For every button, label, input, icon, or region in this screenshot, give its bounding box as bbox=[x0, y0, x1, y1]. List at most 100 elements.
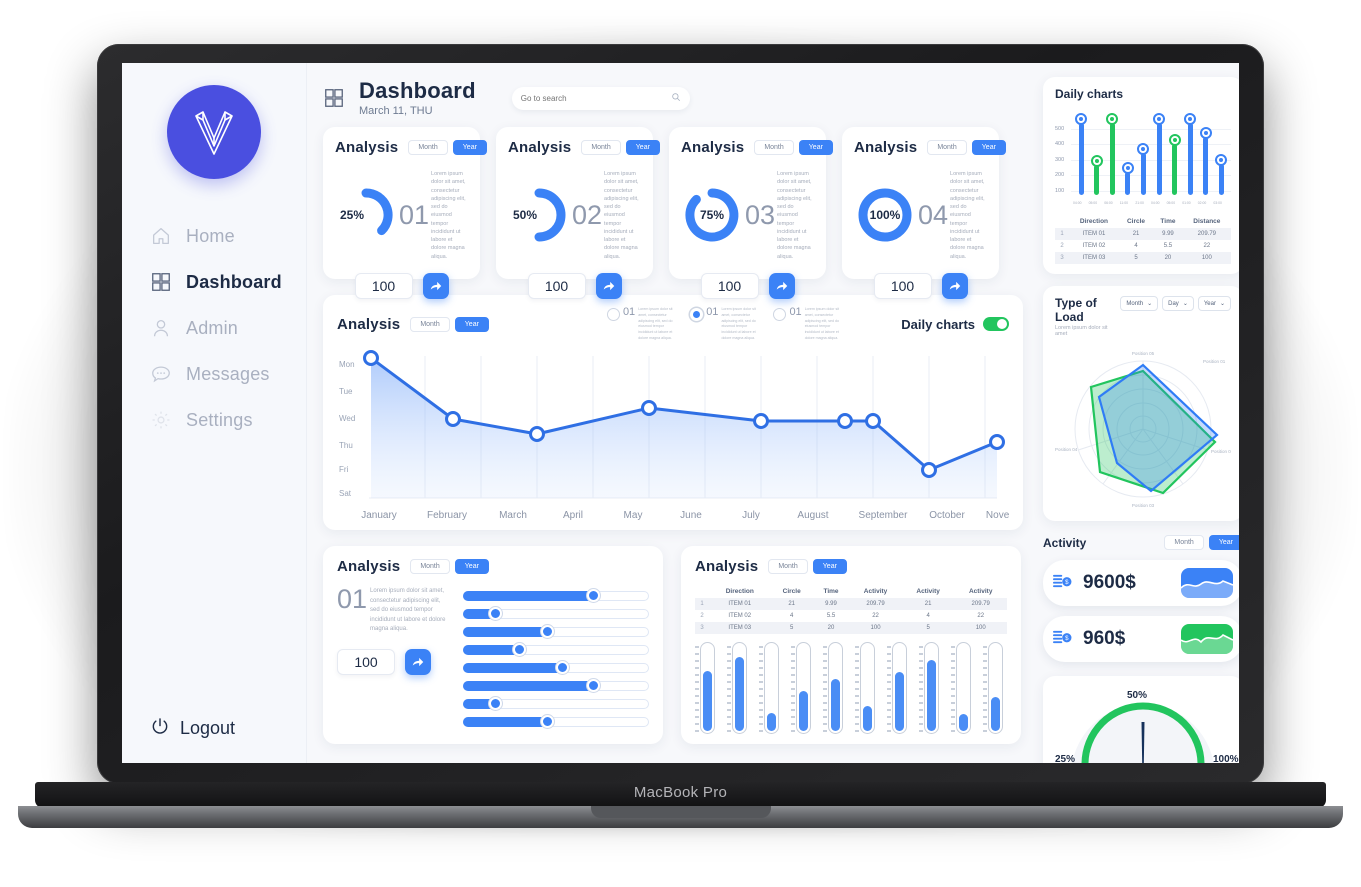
segment-month[interactable]: Month bbox=[768, 559, 808, 574]
sidebar-item-settings[interactable]: Settings bbox=[122, 397, 306, 443]
toggle-switch[interactable] bbox=[983, 317, 1009, 332]
slider[interactable] bbox=[463, 661, 649, 674]
slider-knob[interactable] bbox=[587, 589, 601, 602]
activity-row[interactable]: $ 9600$ bbox=[1043, 560, 1239, 606]
segment-year[interactable]: Year bbox=[625, 140, 660, 155]
logout-button[interactable]: Logout bbox=[150, 716, 235, 741]
radio-option[interactable]: 01 Lorem ipsum dolor sit amet, consectet… bbox=[773, 307, 840, 342]
segment-month[interactable]: Month bbox=[754, 140, 794, 155]
search-icon[interactable] bbox=[671, 89, 681, 107]
lollipop-head[interactable] bbox=[1153, 113, 1165, 126]
segment-year[interactable]: Year bbox=[454, 559, 489, 574]
slider-knob[interactable] bbox=[488, 697, 502, 710]
sidebar-item-home[interactable]: Home bbox=[122, 213, 306, 259]
slider-knob[interactable] bbox=[512, 643, 526, 656]
slider[interactable] bbox=[463, 679, 649, 692]
value-input[interactable]: 100 bbox=[873, 272, 932, 299]
lollipop-head[interactable] bbox=[1075, 113, 1087, 126]
slider[interactable] bbox=[463, 589, 649, 602]
radio-group: 01 Lorem ipsum dolor sit amet, consectet… bbox=[606, 307, 841, 342]
activity-section: Activity Month Year $ 9600$ bbox=[1043, 535, 1239, 662]
segment-month[interactable]: Month bbox=[581, 140, 621, 155]
table-row: 2 ITEM 02 4 5.5 22 4 22 bbox=[695, 610, 1007, 622]
sparkline-green bbox=[1181, 624, 1233, 654]
brand-logo[interactable] bbox=[167, 85, 261, 179]
sidebar-item-messages[interactable]: Messages bbox=[122, 351, 306, 397]
lollipop-head[interactable] bbox=[1184, 113, 1197, 126]
sidebar-item-admin[interactable]: Admin bbox=[122, 305, 306, 351]
radio-option[interactable]: 01 Lorem ipsum dolor sit amet, consectet… bbox=[606, 307, 674, 342]
thermometer-tick bbox=[951, 695, 955, 697]
segment-year[interactable]: Year bbox=[798, 140, 833, 155]
dropdown-year[interactable]: Year ⌄ bbox=[1197, 296, 1231, 311]
slider[interactable] bbox=[463, 643, 649, 656]
segment-year[interactable]: Year bbox=[454, 316, 489, 332]
lollipop-head[interactable] bbox=[1106, 113, 1119, 126]
segment-year[interactable]: Year bbox=[452, 140, 487, 155]
radio-option[interactable]: 01 Lorem ipsum dolor sit amet, consectet… bbox=[690, 307, 757, 342]
radio-icon[interactable] bbox=[606, 308, 620, 321]
table-cell: ITEM 02 bbox=[728, 613, 752, 619]
dropdown-month[interactable]: Month ⌄ bbox=[1120, 296, 1159, 311]
segment-month[interactable]: Month bbox=[410, 559, 450, 574]
card-title: Analysis bbox=[337, 315, 401, 333]
activity-row[interactable]: $ 960$ bbox=[1043, 616, 1239, 662]
sidebar-item-dashboard[interactable]: Dashboard bbox=[122, 259, 306, 305]
share-arrow-icon[interactable] bbox=[941, 272, 968, 299]
slider-knob[interactable] bbox=[540, 715, 554, 728]
svg-text:October: October bbox=[929, 510, 965, 521]
dropdown-day[interactable]: Day ⌄ bbox=[1162, 296, 1194, 311]
radio-icon[interactable] bbox=[773, 308, 787, 321]
thermometer-level bbox=[799, 690, 808, 731]
slider[interactable] bbox=[463, 625, 649, 638]
svg-text:$: $ bbox=[1065, 579, 1069, 586]
donut-arc-icon bbox=[858, 188, 912, 242]
lollipop-head[interactable] bbox=[1168, 133, 1181, 146]
slider-knob[interactable] bbox=[587, 679, 601, 692]
segment-month[interactable]: Month bbox=[410, 316, 450, 332]
value-input[interactable]: 100 bbox=[527, 272, 586, 299]
daily-charts-toggle[interactable]: Daily charts bbox=[901, 317, 1009, 332]
slider[interactable] bbox=[463, 697, 649, 710]
search-box[interactable] bbox=[511, 86, 690, 110]
value-input[interactable]: 100 bbox=[354, 272, 413, 299]
share-arrow-icon[interactable] bbox=[595, 272, 622, 299]
thermometer-tick bbox=[823, 695, 827, 697]
thermometer-tick bbox=[695, 688, 699, 690]
search-input[interactable] bbox=[520, 93, 666, 103]
share-arrow-icon[interactable] bbox=[768, 272, 795, 299]
card-title: Analysis bbox=[508, 139, 572, 156]
lollipop-head[interactable] bbox=[1090, 155, 1103, 168]
lollipop-head[interactable] bbox=[1137, 142, 1150, 155]
segment-month[interactable]: Month bbox=[408, 140, 448, 155]
slider-fill bbox=[463, 681, 594, 691]
thermometer-tick bbox=[759, 674, 763, 676]
share-arrow-icon[interactable] bbox=[422, 272, 449, 299]
table-cell: 5 bbox=[770, 622, 813, 634]
axis-tick-label: 03:00 bbox=[1213, 201, 1222, 205]
value-input[interactable]: 100 bbox=[337, 648, 395, 675]
thermometer bbox=[983, 642, 1007, 734]
segment-year[interactable]: Year bbox=[812, 559, 847, 574]
slider-knob[interactable] bbox=[488, 607, 502, 620]
slider[interactable] bbox=[463, 715, 649, 728]
thermometer-tick bbox=[983, 695, 987, 697]
segment-year[interactable]: Year bbox=[971, 140, 1006, 155]
lollipop-head[interactable] bbox=[1199, 127, 1212, 140]
lollipop-head[interactable] bbox=[1215, 153, 1228, 166]
svg-text:Position 03: Position 03 bbox=[1132, 503, 1155, 508]
lollipop-head[interactable] bbox=[1121, 161, 1134, 174]
segment-month[interactable]: Month bbox=[927, 140, 967, 155]
axis-tick-label: 21:00 bbox=[1135, 201, 1144, 205]
segment-year[interactable]: Year bbox=[1208, 535, 1239, 550]
slider[interactable] bbox=[463, 607, 649, 620]
thermometer-tick bbox=[951, 730, 955, 732]
slider-knob[interactable] bbox=[540, 625, 554, 638]
share-arrow-icon[interactable] bbox=[405, 648, 431, 675]
gauge-svg bbox=[1072, 702, 1214, 763]
value-input[interactable]: 100 bbox=[700, 272, 759, 299]
segment-month[interactable]: Month bbox=[1164, 535, 1204, 550]
slider-knob[interactable] bbox=[555, 661, 569, 674]
thermometer-tick bbox=[695, 716, 699, 718]
radio-icon[interactable] bbox=[690, 308, 704, 321]
